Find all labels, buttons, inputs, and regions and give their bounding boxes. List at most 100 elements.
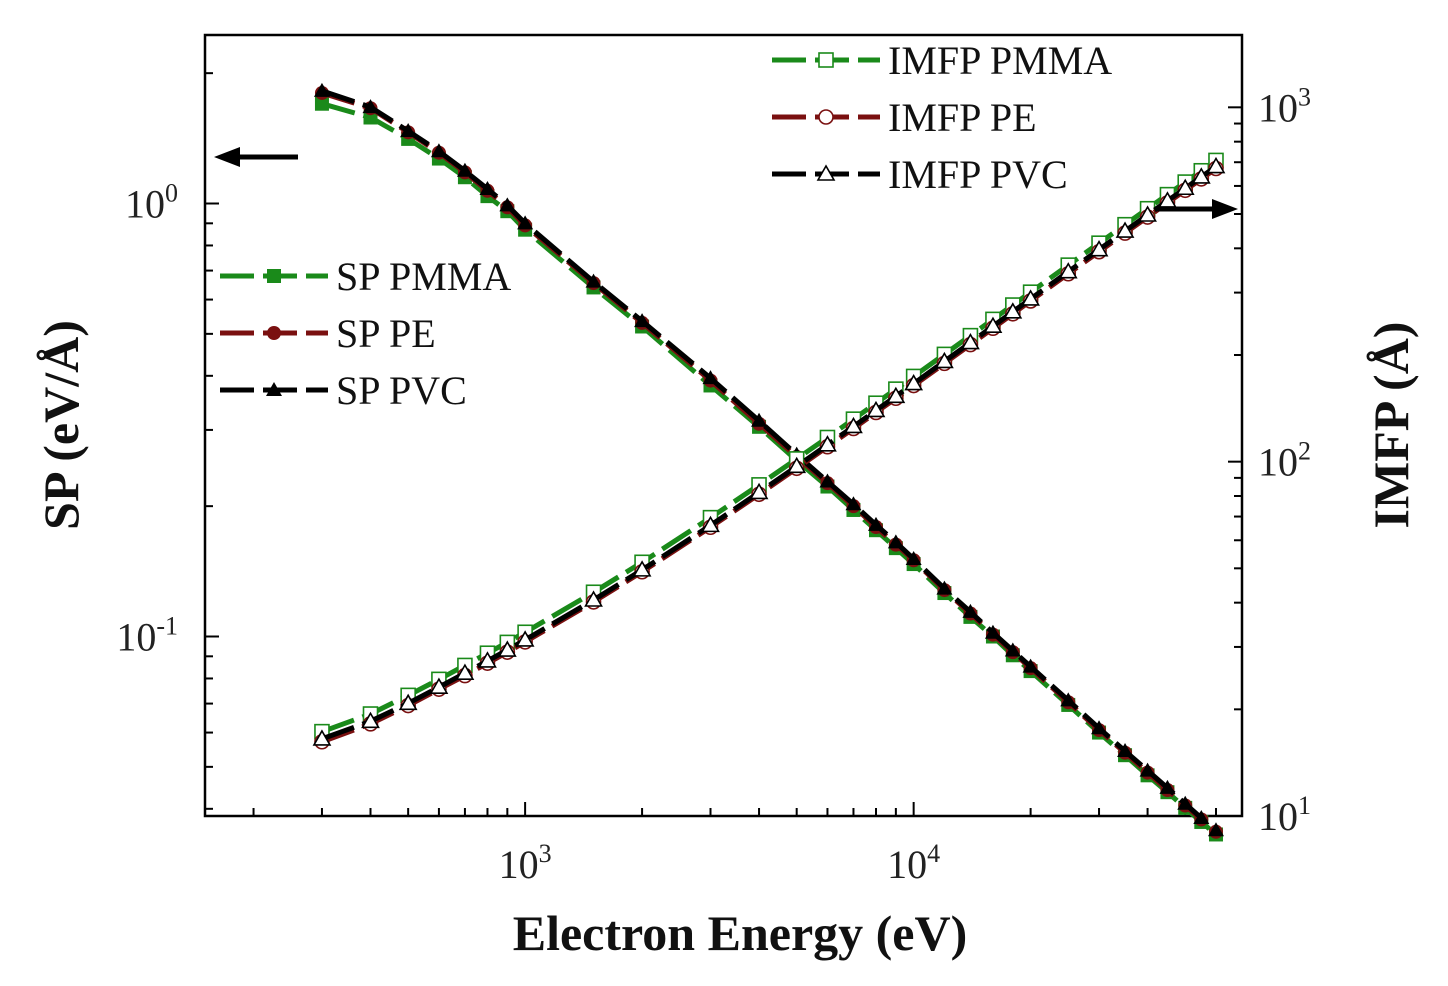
series-imfp-pvc: [312, 156, 1226, 746]
data-point-imfp-pvc: [361, 711, 380, 729]
right-axis-arrow: [1155, 199, 1238, 219]
data-point-imfp-pvc: [904, 373, 924, 391]
data-point-imfp-pvc: [935, 351, 954, 369]
legend-item-imfp-pmma: IMFP PMMA: [772, 38, 1112, 83]
data-point-sp-pvc: [313, 82, 330, 97]
data-point-imfp-pvc: [515, 630, 535, 647]
data-point-imfp-pvc: [787, 456, 807, 474]
legend-item-sp-pmma: SP PMMA: [220, 254, 511, 299]
data-point-sp-pvc: [1117, 742, 1134, 757]
data-point-sp-pvc: [1193, 809, 1210, 824]
axis-arrows: [214, 147, 1238, 219]
data-point-imfp-pvc: [1021, 289, 1040, 306]
data-point-imfp-pvc: [455, 663, 475, 680]
data-point-imfp-pvc: [1089, 240, 1109, 257]
data-point-imfp-pvc: [844, 416, 863, 434]
data-point-imfp-pvc: [584, 590, 603, 607]
series-sp-pmma: [314, 96, 1223, 842]
data-point-sp-pvc: [962, 603, 979, 618]
y2-tick-label: 103: [1258, 82, 1311, 130]
data-point-sp-pvc: [634, 313, 651, 328]
data-point-sp-pmma: [314, 96, 329, 111]
data-point-sp-pvc: [1022, 658, 1039, 673]
x-tick-label: 104: [887, 839, 940, 887]
legend-label: IMFP PVC: [888, 152, 1068, 197]
data-point-imfp-pvc: [886, 386, 906, 404]
data-point-imfp-pvc: [1003, 302, 1023, 319]
data-point-sp-pvc: [887, 534, 904, 549]
arrow-head: [1212, 199, 1238, 219]
legend-sp: SP PMMA SP PE SP PVC: [220, 254, 511, 413]
legend-marker: [818, 52, 834, 68]
data-point-sp-pvc: [1060, 692, 1077, 707]
data-point-imfp-pvc: [497, 640, 517, 657]
x-axis-title: Electron Energy (eV): [513, 905, 968, 961]
data-point-imfp-pvc: [1175, 178, 1195, 196]
x-tick-label: 103: [499, 839, 552, 887]
data-point-sp-pvc: [430, 143, 447, 158]
series-line-imfp-pvc: [321, 164, 1218, 742]
legend-label: IMFP PE: [888, 95, 1037, 140]
data-point-imfp-pvc: [312, 729, 332, 746]
series-sp-pvc: [313, 82, 1224, 837]
data-point-imfp-pvc: [478, 651, 497, 668]
data-point-imfp-pvc: [398, 693, 418, 711]
y2-tick-label: 101: [1258, 791, 1311, 839]
y2-axis-title: IMFP (Å): [1363, 322, 1419, 529]
data-point-imfp-pvc: [749, 482, 769, 500]
data-point-imfp-pvc: [983, 316, 1003, 334]
data-point-imfp-pvc: [1206, 156, 1226, 174]
y-axis-title: SP (eV/Å): [33, 320, 89, 530]
data-point-sp-pvc: [1177, 795, 1194, 810]
data-point-imfp-pvc: [961, 332, 980, 350]
data-point-imfp-pvc: [866, 400, 886, 418]
data-point-sp-pvc: [1139, 762, 1156, 777]
data-point-sp-pvc: [585, 273, 602, 288]
y2-tick-label: 102: [1258, 437, 1311, 485]
legend-item-imfp-pvc: IMFP PVC: [772, 152, 1068, 197]
series-sp-pe: [314, 85, 1223, 839]
data-point-imfp-pvc: [1191, 167, 1211, 184]
data-point-imfp-pvc: [818, 435, 837, 452]
data-point-imfp-pvc: [1138, 205, 1157, 222]
data-point-sp-pvc: [400, 123, 417, 138]
data-point-sp-pvc: [984, 624, 1001, 639]
data-point-sp-pvc: [936, 580, 953, 595]
legend-label: SP PVC: [336, 368, 467, 413]
legend-marker: [267, 326, 281, 340]
legend-imfp: IMFP PMMA IMFP PE IMFP PVC: [772, 38, 1112, 197]
data-point-sp-pvc: [819, 473, 836, 488]
arrow-head: [214, 147, 240, 167]
data-point-sp-pvc: [905, 551, 922, 566]
y-tick-label: 100: [125, 179, 178, 227]
data-point-sp-pvc: [456, 162, 473, 177]
data-point-sp-pvc: [517, 215, 534, 230]
legend-marker: [816, 164, 836, 181]
data-point-imfp-pvc: [1058, 262, 1078, 279]
data-point-imfp-pvc: [429, 677, 449, 694]
legend-label: IMFP PMMA: [888, 38, 1112, 83]
series-line-imfp-pmma: [321, 158, 1218, 735]
data-point-imfp-pvc: [701, 515, 720, 533]
data-point-sp-pvc: [362, 99, 379, 114]
data-point-sp-pvc: [499, 197, 516, 212]
y-tick-label: 10-1: [116, 612, 178, 660]
data-point-sp-pvc: [1004, 642, 1021, 657]
data-point-sp-pvc: [751, 412, 768, 427]
series-line-sp-pvc: [321, 88, 1218, 833]
plot-frame: [203, 33, 1244, 818]
legend-item-sp-pvc: SP PVC: [220, 368, 467, 413]
axis-ticks: 103 104 10-1 100 101 102 103: [116, 72, 1311, 887]
legend-marker: [266, 382, 282, 396]
series-layer: [312, 82, 1226, 842]
data-point-sp-pvc: [702, 370, 719, 385]
data-point-imfp-pvc: [632, 560, 652, 577]
series-line-sp-pmma: [321, 101, 1218, 837]
legend-label: SP PMMA: [336, 254, 511, 299]
data-point-sp-pvc: [1207, 822, 1224, 837]
data-point-sp-pvc: [479, 181, 496, 196]
data-point-sp-pvc: [867, 516, 884, 531]
legend-marker: [818, 109, 834, 125]
data-point-sp-pvc: [1091, 720, 1108, 735]
